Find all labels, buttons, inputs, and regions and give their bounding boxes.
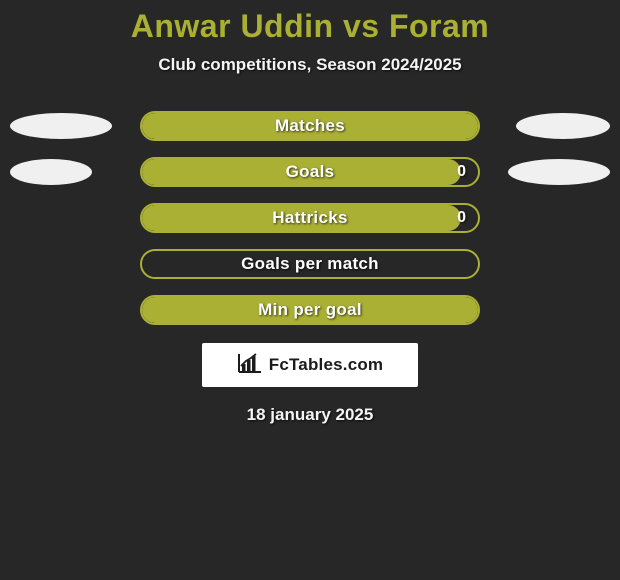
- left-value-ellipse: [10, 113, 112, 139]
- stat-bar-label: Goals per match: [241, 254, 379, 274]
- page-title: Anwar Uddin vs Foram: [131, 8, 490, 45]
- stat-bar: Hattricks 0: [140, 203, 480, 233]
- stat-bar: Goals per match: [140, 249, 480, 279]
- page-subtitle: Club competitions, Season 2024/2025: [158, 55, 461, 75]
- stat-bar-label: Goals: [286, 162, 335, 182]
- right-value-ellipse: [508, 159, 610, 185]
- stat-bar-label: Hattricks: [272, 208, 347, 228]
- right-value-ellipse: [516, 113, 610, 139]
- stat-row: Min per goal: [0, 295, 620, 325]
- stat-row: Hattricks 0: [0, 203, 620, 233]
- stat-row: Goals per match: [0, 249, 620, 279]
- left-value-ellipse: [10, 159, 92, 185]
- stat-bar-value-right: 0: [457, 163, 466, 181]
- stat-bar-value-right: 0: [457, 209, 466, 227]
- stat-bar-label: Matches: [275, 116, 345, 136]
- logo-box: FcTables.com: [202, 343, 418, 387]
- stat-bar-label: Min per goal: [258, 300, 362, 320]
- stat-bar: Matches: [140, 111, 480, 141]
- barchart-icon: [237, 352, 263, 379]
- logo-text: FcTables.com: [269, 355, 384, 375]
- stat-row: Matches: [0, 111, 620, 141]
- infographic-container: Anwar Uddin vs Foram Club competitions, …: [0, 0, 620, 425]
- stat-bar: Min per goal: [140, 295, 480, 325]
- date-text: 18 january 2025: [247, 405, 374, 425]
- stat-bar: Goals 0: [140, 157, 480, 187]
- stat-rows: Matches Goals 0 Hattricks 0 Goals per match Mi…: [0, 111, 620, 325]
- stat-row: Goals 0: [0, 157, 620, 187]
